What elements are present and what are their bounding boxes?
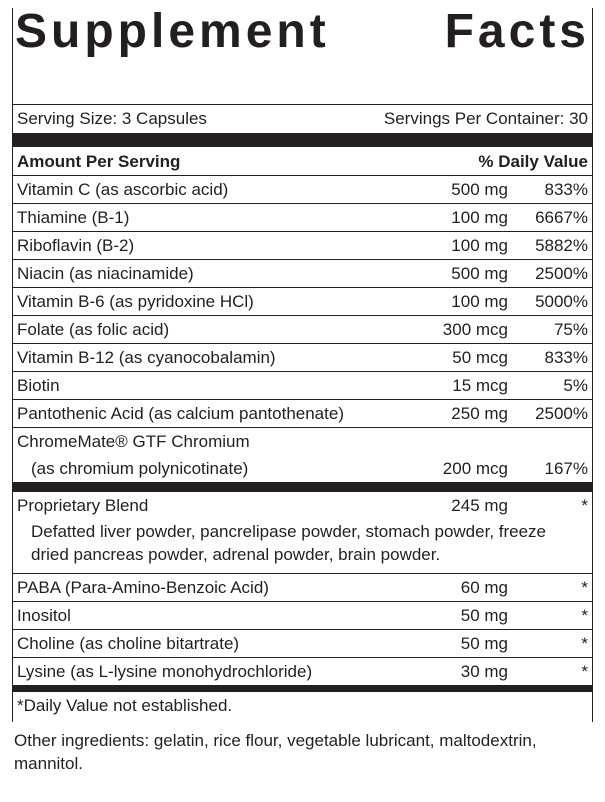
nutrient-row: Biotin15 mcg5% bbox=[13, 372, 592, 400]
supplement-facts-panel: Supplement Facts Serving Size: 3 Capsule… bbox=[12, 8, 593, 722]
nutrient-rows-top: Vitamin C (as ascorbic acid)500 mg833%Th… bbox=[13, 176, 592, 428]
nutrient-amount: 50 mg bbox=[413, 606, 508, 626]
nutrient-amount: 250 mg bbox=[413, 404, 508, 424]
nutrient-amount: 100 mg bbox=[413, 292, 508, 312]
nutrient-row: Vitamin C (as ascorbic acid)500 mg833% bbox=[13, 176, 592, 204]
nutrient-name: Folate (as folic acid) bbox=[17, 320, 413, 340]
nutrient-name: Inositol bbox=[17, 606, 413, 626]
nutrient-amount: 500 mg bbox=[413, 264, 508, 284]
nutrient-amount: 15 mcg bbox=[413, 376, 508, 396]
serving-size: Serving Size: 3 Capsules bbox=[17, 109, 207, 129]
nutrient-row: Thiamine (B-1)100 mg6667% bbox=[13, 204, 592, 232]
nutrient-dv: 2500% bbox=[508, 404, 588, 424]
header-amount: Amount Per Serving bbox=[17, 152, 458, 172]
nutrient-dv: 2500% bbox=[508, 264, 588, 284]
blend-description: Defatted liver powder, pancrelipase powd… bbox=[13, 519, 592, 574]
nutrient-row: Pantothenic Acid (as calcium pantothenat… bbox=[13, 400, 592, 428]
nutrient-name: Vitamin B-6 (as pyridoxine HCl) bbox=[17, 292, 413, 312]
nutrient-row: Choline (as choline bitartrate)50 mg* bbox=[13, 630, 592, 658]
nutrient-row: Lysine (as L-lysine monohydrochloride)30… bbox=[13, 658, 592, 686]
nutrient-amount: 30 mg bbox=[413, 662, 508, 682]
nutrient-amount: 50 mcg bbox=[413, 348, 508, 368]
nutrient-amount: 200 mcg bbox=[413, 459, 508, 479]
nutrient-amount: 60 mg bbox=[413, 578, 508, 598]
nutrient-name: Choline (as choline bitartrate) bbox=[17, 634, 413, 654]
nutrient-name: Biotin bbox=[17, 376, 413, 396]
nutrient-row: Vitamin B-6 (as pyridoxine HCl)100 mg500… bbox=[13, 288, 592, 316]
servings-per-container: Servings Per Container: 30 bbox=[384, 109, 588, 129]
panel-title: Supplement Facts bbox=[13, 8, 592, 105]
nutrient-row: PABA (Para-Amino-Benzoic Acid)60 mg* bbox=[13, 574, 592, 602]
nutrient-name: Lysine (as L-lysine monohydrochloride) bbox=[17, 662, 413, 682]
divider-bar bbox=[13, 133, 592, 147]
dv-footnote: *Daily Value not established. bbox=[13, 692, 592, 722]
blend-name: Proprietary Blend bbox=[17, 496, 413, 516]
nutrient-dv: 5882% bbox=[508, 236, 588, 256]
nutrient-amount: 100 mg bbox=[413, 236, 508, 256]
blend-dv: * bbox=[508, 496, 588, 516]
nutrient-name: Vitamin B-12 (as cyanocobalamin) bbox=[17, 348, 413, 368]
nutrient-row: Riboflavin (B-2)100 mg5882% bbox=[13, 232, 592, 260]
chromium-row-1: ChromeMate® GTF Chromium bbox=[13, 428, 592, 455]
nutrient-dv: 833% bbox=[508, 180, 588, 200]
serving-row: Serving Size: 3 Capsules Servings Per Co… bbox=[13, 105, 592, 133]
nutrient-row: Inositol50 mg* bbox=[13, 602, 592, 630]
nutrient-row: Niacin (as niacinamide)500 mg2500% bbox=[13, 260, 592, 288]
nutrient-amount: 500 mg bbox=[413, 180, 508, 200]
nutrient-amount: 300 mcg bbox=[413, 320, 508, 340]
nutrient-name: Pantothenic Acid (as calcium pantothenat… bbox=[17, 404, 413, 424]
blend-amount: 245 mg bbox=[413, 496, 508, 516]
divider-bar bbox=[13, 482, 592, 492]
nutrient-dv: 6667% bbox=[508, 208, 588, 228]
nutrient-name: PABA (Para-Amino-Benzoic Acid) bbox=[17, 578, 413, 598]
column-headers: Amount Per Serving % Daily Value bbox=[13, 147, 592, 176]
other-ingredients: Other ingredients: gelatin, rice flour, … bbox=[12, 722, 593, 776]
nutrient-dv: 833% bbox=[508, 348, 588, 368]
nutrient-dv: * bbox=[508, 606, 588, 626]
nutrient-row: Vitamin B-12 (as cyanocobalamin)50 mcg83… bbox=[13, 344, 592, 372]
nutrient-dv: 5000% bbox=[508, 292, 588, 312]
chromium-row-2: (as chromium polynicotinate) 200 mcg 167… bbox=[13, 455, 592, 482]
nutrient-dv: * bbox=[508, 578, 588, 598]
nutrient-dv: 75% bbox=[508, 320, 588, 340]
blend-row: Proprietary Blend 245 mg * bbox=[13, 492, 592, 519]
nutrient-dv: 5% bbox=[508, 376, 588, 396]
nutrient-name: Thiamine (B-1) bbox=[17, 208, 413, 228]
nutrient-dv: * bbox=[508, 662, 588, 682]
nutrient-row: Folate (as folic acid)300 mcg75% bbox=[13, 316, 592, 344]
header-dv: % Daily Value bbox=[458, 152, 588, 172]
nutrient-rows-bottom: PABA (Para-Amino-Benzoic Acid)60 mg*Inos… bbox=[13, 574, 592, 686]
nutrient-amount: 50 mg bbox=[413, 634, 508, 654]
nutrient-name: Niacin (as niacinamide) bbox=[17, 264, 413, 284]
nutrient-name: Vitamin C (as ascorbic acid) bbox=[17, 180, 413, 200]
nutrient-amount: 100 mg bbox=[413, 208, 508, 228]
nutrient-subname: (as chromium polynicotinate) bbox=[17, 459, 413, 479]
nutrient-name: Riboflavin (B-2) bbox=[17, 236, 413, 256]
nutrient-name: ChromeMate® GTF Chromium bbox=[17, 432, 588, 452]
nutrient-dv: * bbox=[508, 634, 588, 654]
nutrient-dv: 167% bbox=[508, 459, 588, 479]
